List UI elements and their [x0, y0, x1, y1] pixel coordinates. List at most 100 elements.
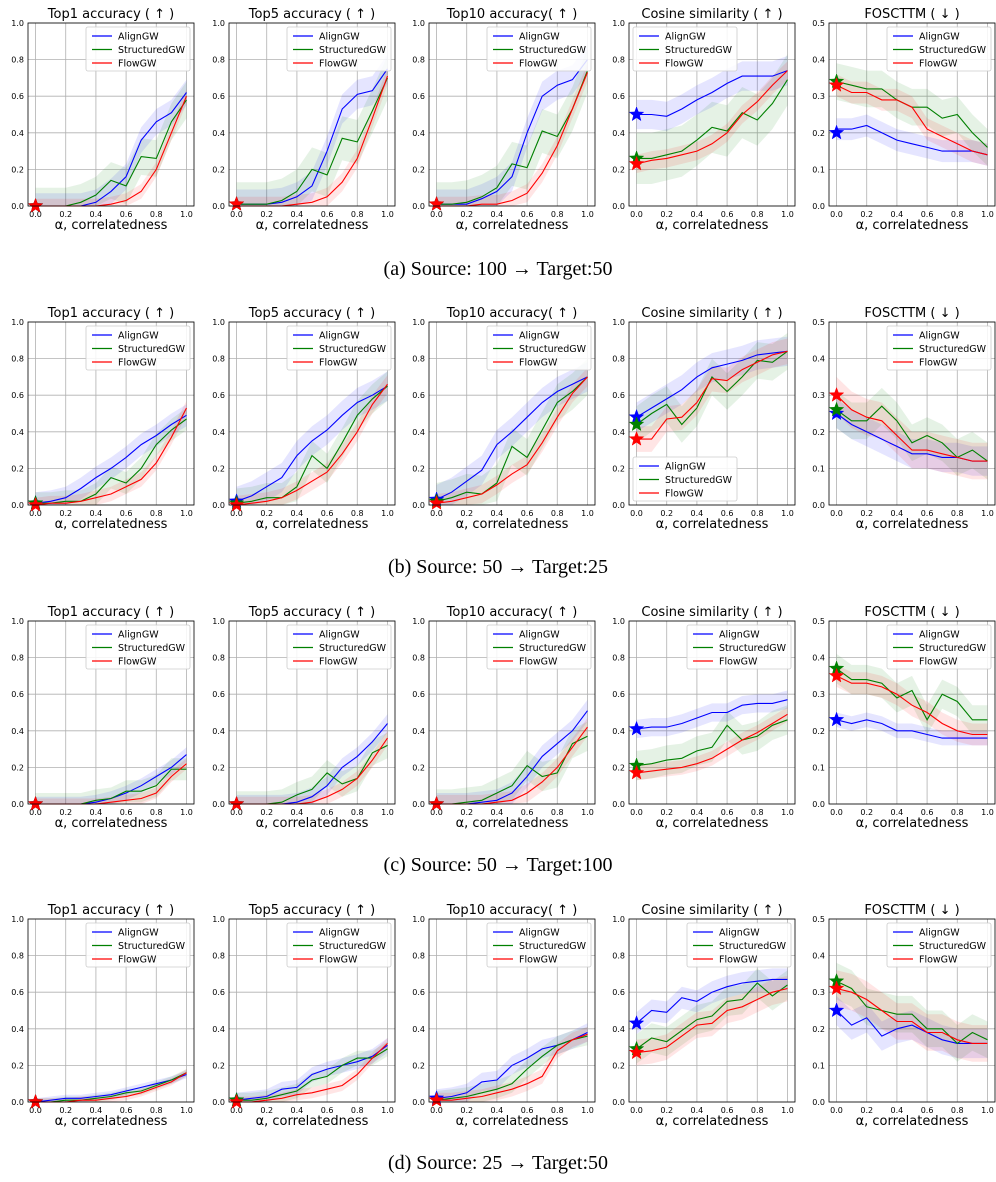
- series-band: [35, 1070, 187, 1102]
- series-band: [35, 758, 187, 804]
- series-band: [436, 721, 588, 804]
- x-tick-label: 1.0: [781, 210, 794, 219]
- legend-label: StructuredGW: [719, 941, 787, 952]
- x-tick-label: 0.8: [150, 509, 163, 518]
- y-tick-label: 0.6: [412, 690, 425, 699]
- x-tick-label: 0.6: [921, 210, 934, 219]
- legend-label: FlowGW: [519, 955, 558, 966]
- y-tick-label: 0.4: [412, 1025, 425, 1034]
- x-tick-label: 0.4: [891, 808, 904, 817]
- star-marker: [828, 77, 845, 92]
- legend-label: AlignGW: [319, 331, 360, 342]
- series-line: [636, 350, 788, 440]
- chart-title: Top5 accuracy ( ↑ ): [248, 605, 375, 620]
- y-tick-label: 0.0: [812, 1098, 825, 1107]
- legend-label: AlignGW: [919, 630, 960, 641]
- series-band: [35, 81, 187, 206]
- x-tick-label: 0.0: [29, 509, 42, 518]
- series-line: [35, 418, 187, 504]
- chart-title: Top1 accuracy ( ↑ ): [47, 306, 174, 321]
- x-tick-label: 0.6: [120, 808, 133, 817]
- legend-label: StructuredGW: [118, 45, 186, 56]
- axes-frame: [228, 321, 396, 506]
- x-tick-label: 1.0: [781, 808, 794, 817]
- star-marker: [628, 106, 645, 122]
- x-tick-label: 0.8: [951, 1106, 964, 1115]
- series-band: [636, 61, 788, 174]
- legend-label: AlignGW: [919, 32, 960, 43]
- x-tick-label: 1.0: [180, 509, 193, 518]
- chart-panel: 0.0 0.2 0.4 0.6 0.8 1.0 0.0 0.2 0.4 0.6 0.8 1.0 Top1…: [412, 7, 596, 233]
- series-line: [35, 414, 187, 504]
- series-band: [436, 1023, 588, 1102]
- legend-label: FlowGW: [118, 358, 157, 369]
- chart-title: Top5 accuracy ( ↑ ): [248, 903, 375, 918]
- y-tick-label: 0.6: [11, 690, 24, 699]
- y-tick-label: 1.0: [212, 617, 225, 626]
- series-line: [836, 84, 988, 156]
- x-tick-label: 0.0: [430, 210, 443, 219]
- x-tick-label: 0.6: [120, 1106, 133, 1115]
- y-tick-label: 0.4: [212, 129, 225, 138]
- star-marker: [828, 667, 845, 683]
- series-band: [836, 376, 988, 480]
- y-tick-label: 0.8: [11, 56, 24, 65]
- y-tick-label: 0.2: [812, 1025, 825, 1034]
- star-marker: [27, 496, 44, 512]
- legend: AlignGW StructuredGW FlowGW: [886, 624, 992, 670]
- series-line: [636, 350, 788, 426]
- series-line: [836, 980, 988, 1045]
- star-marker: [27, 795, 44, 811]
- y-tick-label: 0.8: [412, 654, 425, 663]
- legend-box: [886, 922, 992, 968]
- y-tick-label: 0.5: [812, 915, 825, 924]
- y-tick-label: 0.6: [412, 988, 425, 997]
- y-tick-label: 0.5: [812, 318, 825, 327]
- legend-label: FlowGW: [118, 955, 157, 966]
- star-marker: [828, 124, 845, 140]
- x-tick-label: 0.0: [830, 210, 843, 219]
- y-tick-label: 0.8: [412, 952, 425, 961]
- x-tick-label: 1.0: [180, 1106, 193, 1115]
- series-line: [436, 735, 588, 805]
- x-tick-label: 0.8: [351, 210, 364, 219]
- x-tick-label: 0.0: [230, 1106, 243, 1115]
- series-band: [236, 375, 388, 505]
- y-tick-label: 1.0: [11, 617, 24, 626]
- axes-frame: [428, 22, 596, 207]
- star-marker: [428, 1091, 445, 1107]
- axes-frame: [828, 918, 996, 1103]
- x-tick-label: 1.0: [981, 808, 994, 817]
- legend-box: [286, 624, 392, 670]
- x-tick-label: 1.0: [381, 509, 394, 518]
- x-tick-label: 0.6: [721, 210, 734, 219]
- axes-frame: [628, 321, 796, 506]
- x-tick-label: 0.0: [830, 1106, 843, 1115]
- legend-box: [486, 922, 592, 968]
- series-band: [436, 367, 588, 505]
- series-line: [636, 982, 788, 1050]
- series-band: [236, 730, 388, 804]
- y-tick-label: 0.2: [212, 464, 225, 473]
- series-band: [836, 74, 988, 166]
- legend-box: [486, 624, 592, 670]
- legend-label: StructuredGW: [665, 45, 733, 56]
- series-band: [35, 758, 187, 804]
- star-marker: [27, 197, 44, 213]
- y-tick-label: 0.6: [212, 391, 225, 400]
- x-axis-label: α, correlatedness: [656, 218, 769, 233]
- x-tick-label: 0.0: [630, 1106, 643, 1115]
- x-axis-label: α, correlatedness: [656, 1114, 769, 1129]
- x-tick-label: 1.0: [981, 509, 994, 518]
- chart-panel: 0.0 0.2 0.4 0.6 0.8 1.0 0.0 0.2 0.4 0.6 0.8 1.0 Cosi…: [612, 903, 796, 1129]
- x-tick-label: 0.4: [891, 509, 904, 518]
- y-tick-label: 0.4: [612, 727, 625, 736]
- x-tick-label: 1.0: [180, 808, 193, 817]
- x-axis-label: α, correlatedness: [856, 517, 969, 532]
- x-tick-label: 1.0: [581, 210, 594, 219]
- x-tick-label: 1.0: [981, 210, 994, 219]
- x-axis-label: α, correlatedness: [456, 517, 569, 532]
- series-band: [836, 970, 988, 1062]
- y-tick-label: 0.2: [412, 763, 425, 772]
- x-tick-label: 0.4: [291, 210, 304, 219]
